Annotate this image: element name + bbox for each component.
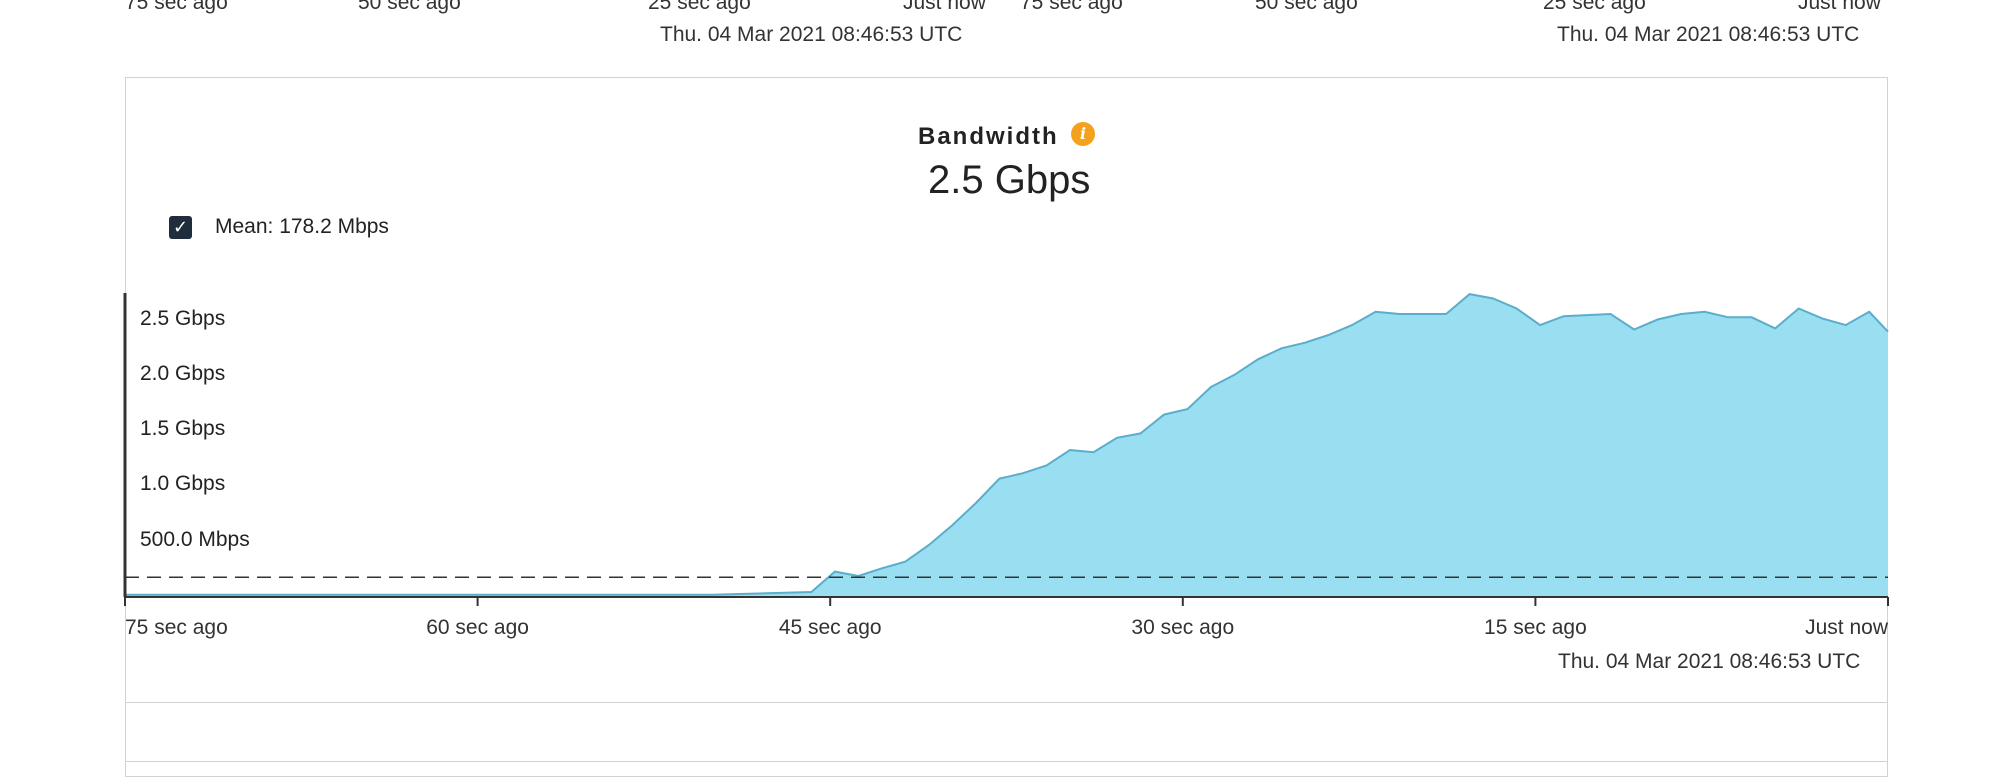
next-panel [125,702,1888,762]
area-layer [125,293,1889,597]
top-left-x-tick: 50 sec ago [358,0,461,14]
y-tick-label: 2.5 Gbps [140,306,226,330]
y-tick-label: 1.5 Gbps [140,417,226,441]
x-tick-label: 45 sec ago [778,616,882,639]
axis-layer [123,293,1889,606]
y-tick-label: 1.0 Gbps [140,472,226,496]
top-left-timestamp: Thu. 04 Mar 2021 08:46:53 UTC [660,23,963,46]
top-left-x-tick: 25 sec ago [648,0,751,14]
top-right-timestamp: Thu. 04 Mar 2021 08:46:53 UTC [1557,23,1860,46]
top-left-x-tick: 75 sec ago [125,0,228,14]
y-tick-label: 500.0 Mbps [140,527,250,551]
series-line [125,293,1889,596]
x-tick-label: Just now [1805,616,1888,639]
panel-timestamp: Thu. 04 Mar 2021 08:46:53 UTC [1558,650,1861,673]
top-right-x-tick: 25 sec ago [1543,0,1646,14]
current-value: 2.5 Gbps [928,158,1091,202]
top-left-x-tick: Just now [903,0,986,14]
x-tick-label: 75 sec ago [125,616,228,639]
top-right-x-tick: 50 sec ago [1255,0,1358,14]
series-area [125,294,1888,597]
mean-legend-label: Mean: 178.2 Mbps [215,215,389,238]
x-tick-label: 15 sec ago [1484,616,1587,639]
y-tick-label: 2.0 Gbps [140,361,226,385]
bandwidth-chart [123,293,1889,606]
info-icon[interactable]: i [1071,122,1095,146]
x-tick-label: 60 sec ago [426,616,529,639]
top-right-x-tick: Just now [1798,0,1881,14]
top-right-x-tick: 75 sec ago [1020,0,1123,14]
mean-checkbox[interactable]: ✓ [169,216,192,239]
x-tick-label: 30 sec ago [1131,616,1235,639]
panel-title: Bandwidth [918,123,1059,150]
